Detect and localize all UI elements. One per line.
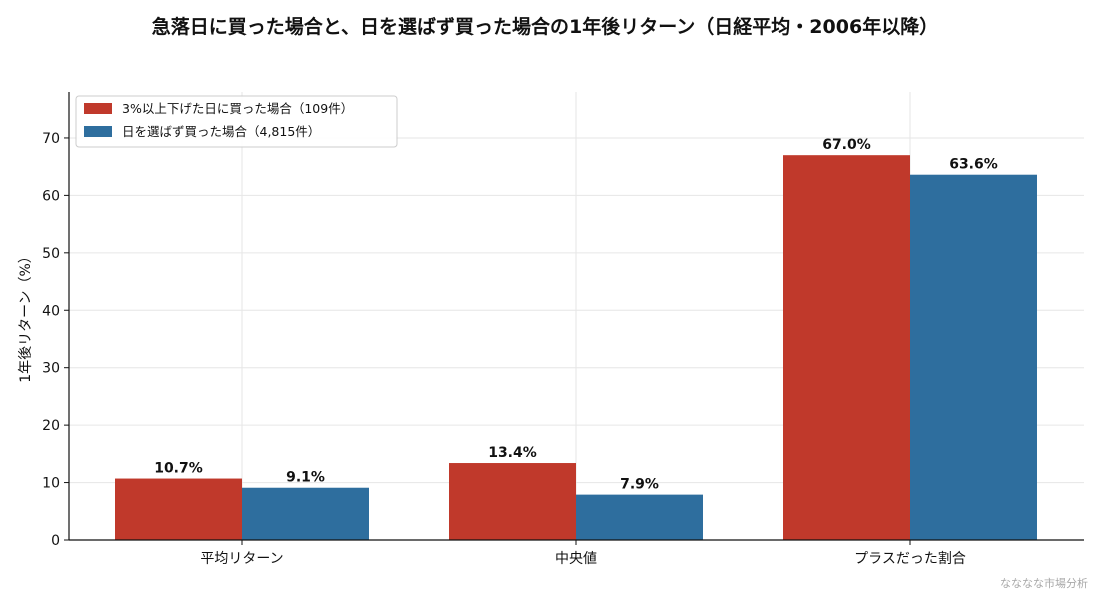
bar-series-0-2 [783, 155, 910, 540]
y-tick-label: 60 [42, 188, 60, 204]
data-label-series-0-1: 13.4% [488, 445, 537, 461]
y-tick-label: 40 [42, 303, 60, 319]
legend-swatch-drop-days [84, 103, 112, 114]
data-label-series-1-0: 9.1% [286, 470, 325, 486]
chart-title: 急落日に買った場合と、日を選ばず買った場合の1年後リターン（日経平均・2006年… [152, 15, 938, 38]
axis-layer: 0 10 20 30 40 50 60 70 平均リターン 中央値 プラスだった割合 [42, 92, 1084, 567]
bar-series-1-0 [242, 487, 369, 540]
x-tick-label: 中央値 [555, 551, 597, 567]
y-tick-label: 20 [42, 418, 60, 434]
y-tick-label: 50 [42, 246, 60, 262]
legend-label-any-day: 日を選ばず買った場合（4,815件） [122, 124, 320, 139]
bar-series-1-2 [910, 174, 1037, 540]
y-tick-label: 70 [42, 131, 60, 147]
data-label-series-1-2: 63.6% [949, 157, 998, 173]
data-label-series-0-2: 67.0% [822, 137, 871, 153]
legend: 3%以上下げた日に買った場合（109件） 日を選ばず買った場合（4,815件） [75, 95, 398, 148]
bar-layer [115, 155, 1037, 540]
source-credit: なななな市場分析 [1000, 576, 1088, 590]
legend-frame [75, 95, 398, 148]
bar-series-0-1 [449, 463, 576, 540]
y-axis-label: 1年後リターン（%） [18, 249, 34, 383]
y-tick-label: 30 [42, 361, 60, 377]
legend-swatch-any-day [84, 126, 112, 137]
x-tick-label: 平均リターン [200, 551, 283, 567]
bar-series-1-1 [576, 494, 703, 540]
label-layer: 10.7% 13.4% 67.0% 9.1% 7.9% 63.6% [154, 137, 998, 492]
y-tick-label: 10 [42, 476, 60, 492]
legend-label-drop-days: 3%以上下げた日に買った場合（109件） [122, 101, 353, 116]
data-label-series-0-0: 10.7% [154, 461, 203, 477]
data-label-series-1-1: 7.9% [620, 477, 659, 493]
bar-series-0-0 [115, 478, 242, 540]
x-tick-label: プラスだった割合 [854, 550, 966, 567]
y-tick-label: 0 [51, 533, 60, 549]
